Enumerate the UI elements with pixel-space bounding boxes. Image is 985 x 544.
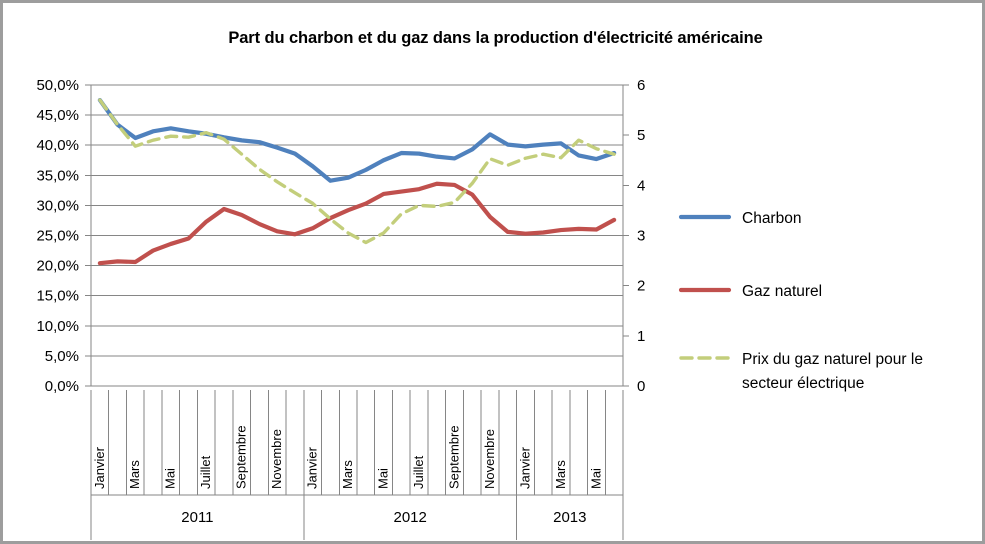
right-axis-tick-label: 1 xyxy=(637,328,645,345)
left-axis-tick-label: 30,0% xyxy=(36,197,79,214)
legend-label-line2: secteur électrique xyxy=(742,375,864,392)
right-axis-tick-label: 0 xyxy=(637,378,645,395)
x-axis-month-label: Mars xyxy=(553,460,568,489)
left-axis-tick-label: 10,0% xyxy=(36,318,79,335)
x-axis-year-label: 2012 xyxy=(394,509,427,526)
legend-item[interactable]: Gaz naturel xyxy=(678,283,822,300)
legend-label: Charbon xyxy=(742,210,801,227)
legend-label: Gaz naturel xyxy=(742,283,822,300)
right-axis-group: 0 1 2 3 4 5 6 xyxy=(622,77,645,395)
x-axis-month-label: Mars xyxy=(340,460,355,489)
left-axis-tick-label: 25,0% xyxy=(36,228,79,245)
left-axis-tick-label: 5,0% xyxy=(45,348,79,365)
left-axis-tick-label: 0,0% xyxy=(45,378,79,395)
right-axis-tick-label: 6 xyxy=(637,77,645,94)
series-line-2 xyxy=(97,181,617,266)
chart-title: Part du charbon et du gaz dans la produc… xyxy=(228,29,763,47)
right-axis-tick-label: 4 xyxy=(637,177,645,194)
right-axis-tick-label: 5 xyxy=(637,127,645,144)
legend-item[interactable]: Prix du gaz naturel pour le secteur élect… xyxy=(679,351,923,392)
x-axis-month-label: Mai xyxy=(163,468,178,489)
x-axis-month-label: Septembre xyxy=(446,425,461,489)
x-axis-month-label: Mai xyxy=(588,468,603,489)
x-axis-month-label: Juillet xyxy=(198,455,213,489)
x-axis-month-label: Janvier xyxy=(305,446,320,489)
x-axis-year-label: 2011 xyxy=(181,509,213,526)
x-axis-month-label: Novembre xyxy=(482,429,497,489)
chart-plot-area: 0,0%5,0%10,0%15,0%20,0%25,0%30,0%35,0%40… xyxy=(36,77,923,540)
x-axis-month-label: Novembre xyxy=(269,429,284,489)
left-axis-tick-label: 40,0% xyxy=(36,137,79,154)
x-axis-month-label: Septembre xyxy=(234,425,249,489)
x-axis-month-label: Mai xyxy=(376,468,391,489)
x-axis-month-label: Janvier xyxy=(92,446,107,489)
x-axis-month-label: Juillet xyxy=(411,455,426,489)
legend-item[interactable]: Charbon xyxy=(678,210,801,227)
legend-group: Charbon Gaz naturel Prix du gaz naturel po… xyxy=(678,210,923,392)
left-axis-tick-label: 35,0% xyxy=(36,167,79,184)
x-axis-month-label: Mars xyxy=(127,460,142,489)
left-axis-tick-label: 20,0% xyxy=(36,258,79,275)
x-axis-year-label: 2013 xyxy=(553,509,586,526)
x-axis-month-label: Janvier xyxy=(517,446,532,489)
x-axis-group: Janvier Mars Mai Juillet Septembre Novembre Ja… xyxy=(90,385,624,540)
series-group xyxy=(97,97,617,266)
right-axis-tick-label: 3 xyxy=(637,228,645,245)
right-axis-tick-label: 2 xyxy=(637,278,645,295)
left-axis-tick-label: 50,0% xyxy=(36,77,79,94)
series-line-3 xyxy=(98,98,616,245)
left-axis-tick-label: 15,0% xyxy=(36,288,79,305)
left-axis-group: 0,0% 5,0% 10,0% 15,0% 20,0% 25,0% 30,0% 35,0% 40… xyxy=(36,77,92,395)
left-axis-tick-label: 45,0% xyxy=(36,107,79,124)
series-line-1 xyxy=(97,97,617,183)
legend-label: Prix du gaz naturel pour le xyxy=(742,351,923,368)
